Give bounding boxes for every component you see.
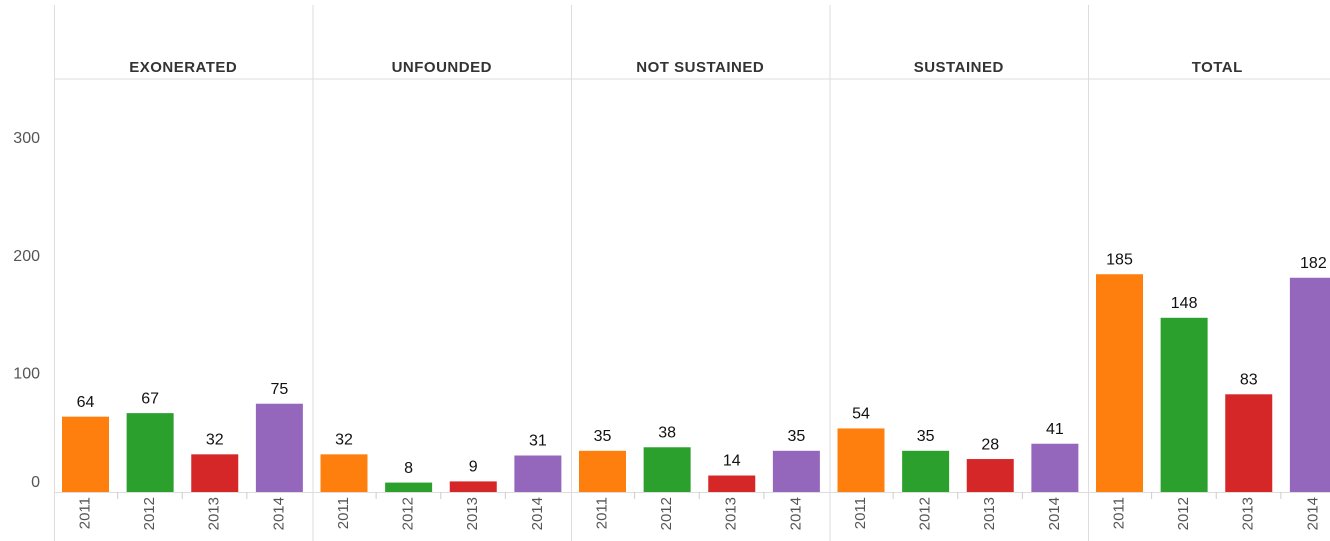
- x-tick-label: 2013: [981, 497, 998, 530]
- value-label: 38: [658, 424, 676, 441]
- value-label: 54: [852, 406, 870, 423]
- y-tick-label: 100: [13, 366, 40, 383]
- x-tick-label: 2014: [787, 497, 804, 530]
- x-tick-label: 2014: [529, 497, 546, 530]
- panel-header: EXONERATED: [129, 59, 237, 76]
- bar: [902, 450, 950, 492]
- value-label: 83: [1240, 372, 1258, 389]
- bar: [62, 416, 109, 492]
- x-tick-label: 2011: [593, 497, 610, 529]
- x-tick-label: 2014: [1304, 497, 1321, 530]
- bar: [191, 454, 239, 492]
- bar: [643, 447, 691, 492]
- bar: [1031, 443, 1079, 492]
- x-tick-label: 2013: [464, 497, 481, 530]
- x-tick-label: 2013: [723, 497, 740, 530]
- bar: [1160, 317, 1208, 492]
- bar: [708, 475, 756, 492]
- bar: [966, 459, 1014, 492]
- x-tick-label: 2013: [1240, 497, 1257, 530]
- x-tick-label: 2012: [917, 497, 934, 530]
- bar: [514, 455, 562, 492]
- value-label: 35: [917, 428, 935, 445]
- bar: [1096, 274, 1143, 492]
- value-label: 28: [981, 436, 999, 453]
- bar: [255, 403, 303, 492]
- x-tick-label: 2012: [141, 497, 158, 530]
- value-label: 182: [1300, 255, 1327, 272]
- y-tick-label: 0: [31, 474, 40, 491]
- value-label: 64: [77, 394, 95, 411]
- value-label: 148: [1171, 295, 1198, 312]
- value-label: 41: [1046, 421, 1064, 438]
- value-label: 32: [206, 432, 224, 449]
- bar: [126, 413, 174, 492]
- x-tick-label: 2014: [270, 497, 287, 530]
- x-tick-label: 2011: [852, 497, 869, 529]
- bar: [385, 482, 433, 492]
- value-label: 8: [404, 460, 413, 477]
- value-label: 9: [469, 459, 478, 476]
- panel-header: TOTAL: [1192, 59, 1243, 76]
- value-label: 35: [594, 428, 612, 445]
- panel-header: UNFOUNDED: [392, 59, 492, 76]
- x-tick-label: 2011: [335, 497, 352, 529]
- bar: [1225, 394, 1273, 492]
- value-label: 14: [723, 453, 741, 470]
- bar: [579, 450, 626, 492]
- value-label: 185: [1106, 251, 1133, 268]
- bar: [320, 454, 368, 492]
- bar: [1289, 277, 1330, 492]
- x-tick-label: 2014: [1046, 497, 1063, 530]
- value-label: 75: [270, 381, 288, 398]
- y-tick-label: 200: [13, 248, 40, 265]
- x-tick-label: 2011: [76, 497, 93, 529]
- x-tick-label: 2012: [658, 497, 675, 530]
- x-tick-label: 2013: [206, 497, 223, 530]
- value-label: 32: [335, 432, 353, 449]
- panel-header: SUSTAINED: [914, 59, 1004, 76]
- x-tick-label: 2012: [1175, 497, 1192, 530]
- y-tick-label: 300: [13, 130, 40, 147]
- bar: [837, 428, 885, 492]
- value-label: 35: [787, 428, 805, 445]
- x-tick-label: 2011: [1110, 497, 1127, 529]
- panel-header: NOT SUSTAINED: [636, 59, 764, 76]
- value-label: 31: [529, 433, 547, 450]
- bar: [772, 450, 820, 492]
- value-label: 67: [141, 390, 159, 407]
- x-tick-label: 2012: [400, 497, 417, 530]
- bar: [449, 481, 497, 492]
